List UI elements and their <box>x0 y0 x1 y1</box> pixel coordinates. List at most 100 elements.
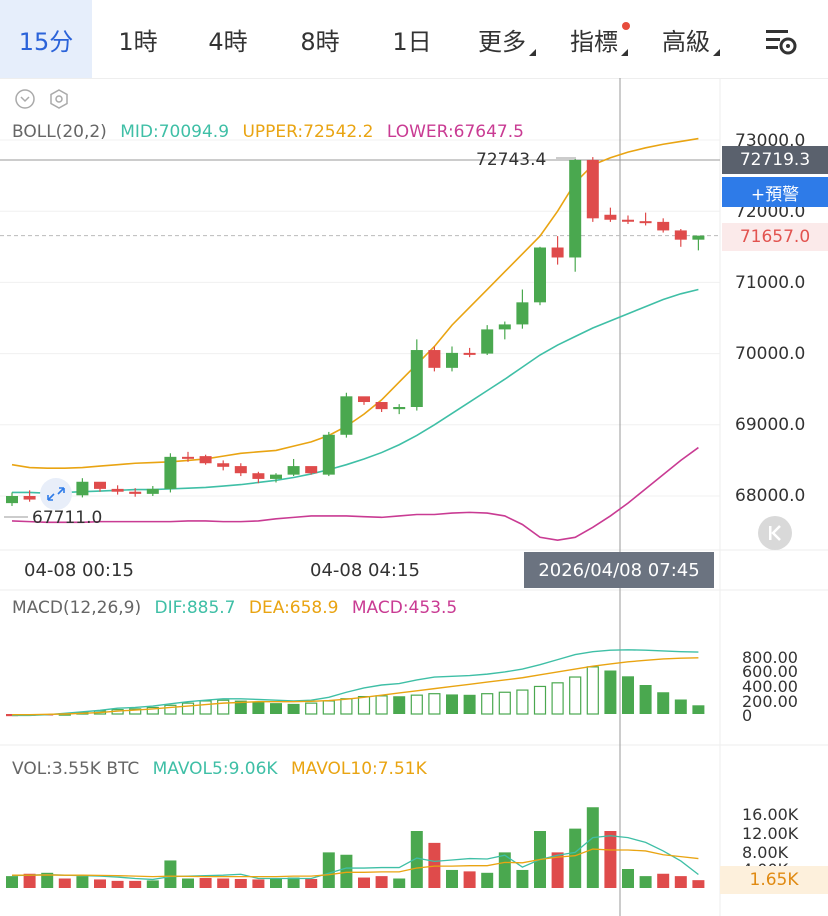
candle-body[interactable] <box>358 396 370 403</box>
mavol5-line <box>11 835 699 881</box>
boll-lower-line <box>11 446 699 541</box>
macd-bar <box>164 704 177 715</box>
candle-body[interactable] <box>94 481 106 489</box>
candle-body[interactable] <box>199 456 212 464</box>
chevron-down-circle-icon[interactable] <box>15 89 35 109</box>
candle-body[interactable] <box>305 466 318 474</box>
volume-bar <box>428 842 441 888</box>
candle-body[interactable] <box>463 352 476 355</box>
candle-body[interactable] <box>446 352 458 368</box>
candle-body[interactable] <box>146 488 159 494</box>
macd-bar <box>252 701 265 714</box>
macd-bar <box>270 703 282 714</box>
candle-body[interactable] <box>586 159 599 219</box>
tab-label: 1日 <box>392 27 432 56</box>
macd-bar <box>674 699 687 714</box>
price-axis-label: 68000.0 <box>735 486 806 506</box>
tab-4h[interactable]: 4時 <box>186 0 270 78</box>
macd-dif-line <box>12 649 699 717</box>
candle-body[interactable] <box>604 214 617 220</box>
candle-body[interactable] <box>252 473 265 479</box>
volume-bar <box>657 873 670 888</box>
candle-body[interactable] <box>270 474 282 479</box>
hexagon-gear-icon[interactable] <box>50 89 68 109</box>
candle-body[interactable] <box>234 466 247 474</box>
tab-label: 指標 <box>570 27 618 56</box>
vol-axis-label: 16.00K <box>742 805 799 824</box>
candle-body[interactable] <box>410 350 423 407</box>
candle-body[interactable] <box>534 247 546 303</box>
macd-axis-label: 0 <box>742 706 753 725</box>
candle-body[interactable] <box>639 221 652 224</box>
tab-more[interactable]: 更多 <box>464 0 540 78</box>
candle-body[interactable] <box>76 481 89 496</box>
candle-body[interactable] <box>340 396 353 435</box>
timeframe-tabs: 15分 1時 4時 8時 1日 更多 指標 高級 <box>0 0 828 78</box>
candle-body[interactable] <box>674 230 687 240</box>
macd-bar <box>692 705 705 714</box>
macd-bar <box>639 685 652 714</box>
mavol10-line <box>12 848 699 878</box>
boll-upper: UPPER:72542.2 <box>242 122 374 142</box>
tab-indicators[interactable]: 指標 <box>556 0 632 78</box>
candle-body[interactable] <box>657 221 670 231</box>
vol-axis-label: 12.00K <box>742 824 799 843</box>
macd-bar <box>586 666 599 715</box>
candle-body[interactable] <box>6 496 18 504</box>
caret-icon <box>621 49 628 56</box>
candle-body[interactable] <box>182 456 194 459</box>
volume-bar <box>569 828 582 888</box>
add-alert-button[interactable]: +預警 <box>722 177 828 207</box>
macd-bar <box>622 676 634 714</box>
macd-bar <box>129 708 142 715</box>
macd-dif: DIF:885.7 <box>154 598 236 618</box>
candle-body[interactable] <box>287 466 300 475</box>
boll-upper-line <box>11 137 699 470</box>
expand-arrows-icon[interactable] <box>40 478 72 510</box>
candle-body[interactable] <box>393 407 406 410</box>
candle-body[interactable] <box>111 488 124 492</box>
candle-body[interactable] <box>622 219 634 222</box>
vol-axis-label: 4.00K <box>742 860 788 869</box>
list-settings-icon[interactable] <box>752 20 808 60</box>
candle-body[interactable] <box>481 329 494 354</box>
last-price-tag: 71657.0 <box>722 223 828 251</box>
candle-body[interactable] <box>375 402 388 410</box>
candle-body[interactable] <box>428 350 441 368</box>
candle-body[interactable] <box>322 434 335 475</box>
back-to-latest-icon[interactable] <box>758 516 792 550</box>
volume-bar <box>164 860 177 888</box>
candle-body[interactable] <box>551 247 564 258</box>
candle-body[interactable] <box>569 159 582 258</box>
volume-bar <box>674 876 687 888</box>
volume-bar <box>393 878 406 888</box>
macd-bar <box>357 695 371 715</box>
macd-bar <box>181 702 195 715</box>
macd-axis-label: 400.00 <box>742 677 798 696</box>
tab-15m[interactable]: 15分 <box>0 0 92 78</box>
candle-body[interactable] <box>129 491 142 494</box>
volume-bar <box>23 873 36 888</box>
macd-legend: MACD(12,26,9) DIF:885.7 DEA:658.9 MACD:4… <box>12 598 465 618</box>
volume-bar <box>516 869 529 888</box>
tab-8h[interactable]: 8時 <box>278 0 362 78</box>
candle-body[interactable] <box>217 463 230 467</box>
volume-bar <box>199 878 212 888</box>
candle-body[interactable] <box>164 456 177 489</box>
candle-body[interactable] <box>692 235 705 240</box>
tab-1h[interactable]: 1時 <box>96 0 180 78</box>
candle-body[interactable] <box>23 496 36 500</box>
volume-bar <box>252 879 265 888</box>
volume-bar <box>111 880 124 888</box>
macd-value: MACD:453.5 <box>351 598 458 618</box>
tab-advanced[interactable]: 高級 <box>648 0 724 78</box>
candle-body[interactable] <box>498 324 511 330</box>
tab-1d[interactable]: 1日 <box>370 0 454 78</box>
volume-bar <box>375 876 388 888</box>
volume-bar <box>305 878 318 888</box>
volume-bar <box>76 876 89 888</box>
macd-axis-label: 600.00 <box>742 662 798 681</box>
candle-body[interactable] <box>516 302 529 325</box>
price-axis-label: 72000.0 <box>735 202 806 222</box>
